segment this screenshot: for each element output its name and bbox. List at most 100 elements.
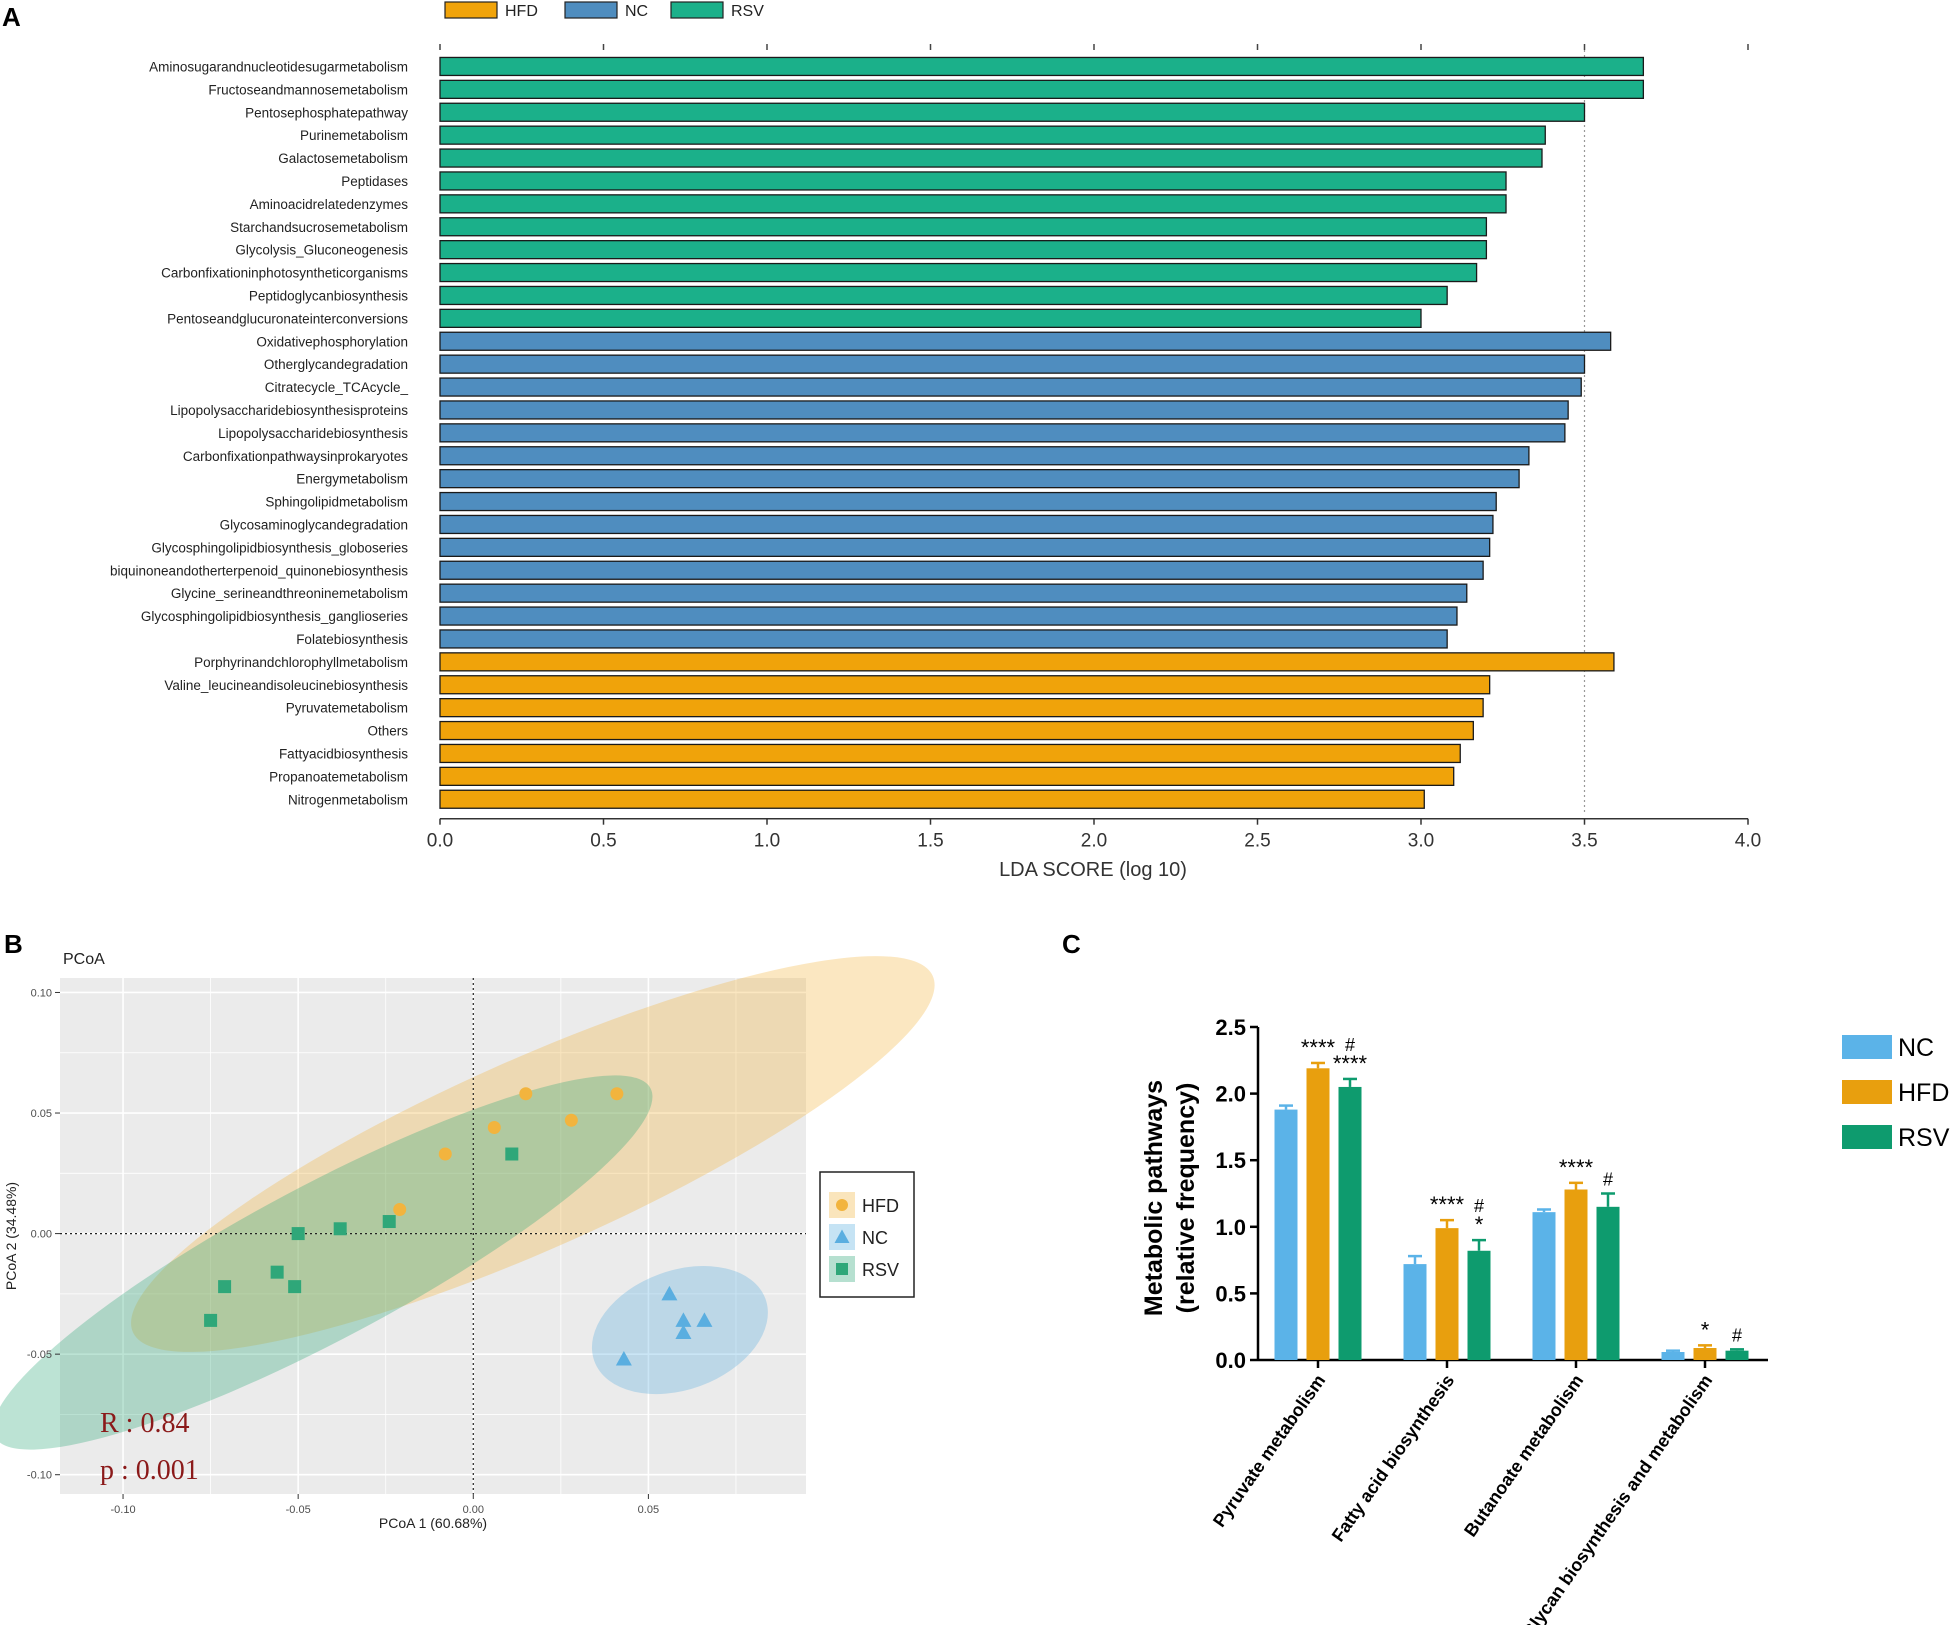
- metabolic-y-axis-title-line2: (relative frequency): [1172, 1083, 1200, 1314]
- pcoa-point-hfd: [610, 1087, 624, 1101]
- pcoa-point-nc: [615, 1350, 632, 1366]
- metabolic-bar-nc: [1661, 1352, 1685, 1360]
- lda-bar: [439, 217, 1488, 237]
- lda-bar-label: Propanoatemetabolism: [269, 769, 408, 784]
- metabolic-bar-rsv: [1467, 1250, 1491, 1360]
- lda-x-tick-label: 0.5: [590, 831, 616, 852]
- lda-bar: [439, 194, 1507, 214]
- pcoa-point-hfd: [564, 1113, 578, 1127]
- metabolic-bar-hfd: [1435, 1228, 1459, 1360]
- metabolic-legend-swatch-hfd: [1842, 1080, 1892, 1104]
- lda-bar-label: Energymetabolism: [296, 472, 408, 487]
- lda-bar-label: Pentosephosphatepathway: [245, 105, 408, 120]
- metabolic-significance-mark: ****: [1301, 1035, 1336, 1060]
- pcoa-point-rsv: [288, 1280, 302, 1294]
- lda-bar: [439, 239, 1488, 260]
- metabolic-bars: [1274, 1061, 1749, 1360]
- pcoa-ellipse-nc: [591, 1266, 768, 1395]
- lda-bar-label: Pyruvatemetabolism: [286, 701, 408, 716]
- pcoa-point-rsv: [270, 1265, 284, 1279]
- lda-legend-swatch-rsv: [670, 1, 724, 19]
- lda-bar: [439, 491, 1497, 512]
- lda-x-tick-label: 2.0: [1081, 831, 1107, 852]
- lda-bar: [439, 514, 1494, 535]
- lda-x-tick-label: 1.5: [917, 831, 943, 852]
- lda-bar-label: Valine_leucineandisoleucinebiosynthesis: [164, 678, 408, 693]
- metabolic-y-axis-title-line1: Metabolic pathways: [1140, 1080, 1168, 1316]
- pcoa-x-axis-title: PCoA 1 (60.68%): [379, 1515, 487, 1531]
- lda-x-tick-label: 1.0: [754, 831, 780, 852]
- pcoa-y-tick-label: 0.10: [31, 987, 52, 999]
- pcoa-x-tick-label: -0.10: [111, 1504, 136, 1516]
- lda-bar-label: Others: [367, 724, 408, 739]
- lda-bar: [439, 652, 1615, 672]
- metabolic-y-tick-label: 1.5: [1215, 1148, 1246, 1173]
- lda-x-tick-label: 4.0: [1735, 831, 1761, 852]
- pcoa-x-tick-label: -0.05: [286, 1504, 311, 1516]
- metabolic-significance-mark: #: [1603, 1170, 1613, 1190]
- lda-x-axis-title: LDA SCORE (log 10): [999, 859, 1187, 881]
- pcoa-plot-background: [60, 978, 806, 1494]
- pcoa-y-tick-label: 0.05: [31, 1108, 52, 1120]
- lda-bar: [439, 285, 1448, 306]
- pcoa-y-tick-label: -0.05: [27, 1349, 52, 1361]
- metabolic-bar-nc: [1274, 1109, 1298, 1360]
- pcoa-x-tick-label: 0.00: [463, 1504, 484, 1516]
- lda-bar-label: Glycolysis_Gluconeogenesis: [235, 243, 408, 258]
- lda-bar: [439, 789, 1425, 809]
- lda-bar: [439, 446, 1530, 466]
- metabolic-significance-marks: **** #******** #***** #* #: [1301, 1035, 1742, 1345]
- lda-bar-label: Aminoacidrelatedenzymes: [250, 197, 409, 212]
- metabolic-significance-mark: #: [1345, 1035, 1355, 1055]
- lda-bar-label: biquinoneandotherterpenoid_quinonebiosyn…: [110, 563, 408, 578]
- lda-bar-label: Porphyrinandchlorophyllmetabolism: [194, 655, 408, 670]
- pcoa-point-hfd: [487, 1120, 501, 1134]
- lda-bar: [439, 423, 1566, 443]
- metabolic-legend-swatch-nc: [1842, 1035, 1892, 1059]
- lda-bar: [439, 125, 1546, 145]
- metabolic-legend: NC HFD RSV: [1842, 1034, 1950, 1152]
- lda-x-tick-label: 3.5: [1571, 831, 1597, 852]
- lda-bar-label: Glycosaminoglycandegradation: [220, 517, 408, 532]
- lda-bar-label: Fructoseandmannosemetabolism: [208, 82, 408, 97]
- lda-bar-label: Lipopolysaccharidebiosynthesis: [218, 426, 408, 441]
- lda-bar: [439, 560, 1484, 580]
- lda-bar: [439, 148, 1543, 168]
- metabolic-axes: 0.0 0.5 1.0 1.5 2.0 2.5: [1215, 1015, 1768, 1373]
- metabolic-bar-hfd: [1564, 1189, 1588, 1360]
- lda-bar: [439, 720, 1474, 741]
- pcoa-x-tick-label: 0.05: [638, 1504, 659, 1516]
- pcoa-y-tick-label: 0.00: [31, 1229, 52, 1241]
- metabolic-legend-label-hfd: HFD: [1898, 1079, 1949, 1107]
- metabolic-y-tick-label: 2.0: [1215, 1082, 1246, 1107]
- lda-legend: HFD NC RSV: [444, 1, 764, 20]
- lda-bar: [439, 583, 1468, 603]
- lda-bar-label: Glycosphingolipidbiosynthesis_ganglioser…: [141, 609, 408, 624]
- lda-gridlines: [439, 44, 1749, 815]
- lda-bar-label: Glycine_serineandthreoninemetabolism: [171, 586, 408, 601]
- lda-bar: [439, 675, 1491, 695]
- lda-legend-label-rsv: RSV: [731, 3, 764, 20]
- pcoa-point-hfd: [393, 1202, 407, 1216]
- lda-bar-label: Galactosemetabolism: [278, 151, 408, 166]
- pcoa-axes: -0.10 -0.05 0.00 0.05 0.10 0.05 0.00 -0.05 -0.10: [27, 987, 659, 1516]
- lda-bar: [439, 606, 1458, 626]
- lda-bar-label: Fattyacidbiosynthesis: [279, 746, 408, 761]
- metabolic-significance-mark: ****: [1333, 1051, 1368, 1076]
- pcoa-legend-label-rsv: RSV: [862, 1260, 899, 1280]
- pcoa-point-nc: [675, 1324, 692, 1339]
- panel-label-b: B: [4, 929, 23, 959]
- pcoa-legend-label-nc: NC: [862, 1228, 888, 1248]
- pcoa-y-axis-title: PCoA 2 (34.48%): [3, 1182, 19, 1290]
- lda-bar: [439, 171, 1507, 191]
- metabolic-bar-hfd: [1693, 1348, 1717, 1360]
- lda-bar: [439, 400, 1569, 420]
- lda-x-axis: 0.0 0.5 1.0 1.5 2.0 2.5 3.0 3.5 4.0: [427, 817, 1761, 852]
- pcoa-point-rsv: [291, 1227, 305, 1241]
- pcoa-point-rsv: [218, 1280, 232, 1294]
- metabolic-y-tick-label: 0.5: [1215, 1281, 1246, 1306]
- pcoa-legend: HFD NC RSV: [819, 1171, 915, 1298]
- pcoa-legend-label-hfd: HFD: [862, 1196, 899, 1216]
- metabolic-legend-label-nc: NC: [1898, 1034, 1934, 1062]
- metabolic-y-tick-label: 2.5: [1215, 1015, 1246, 1040]
